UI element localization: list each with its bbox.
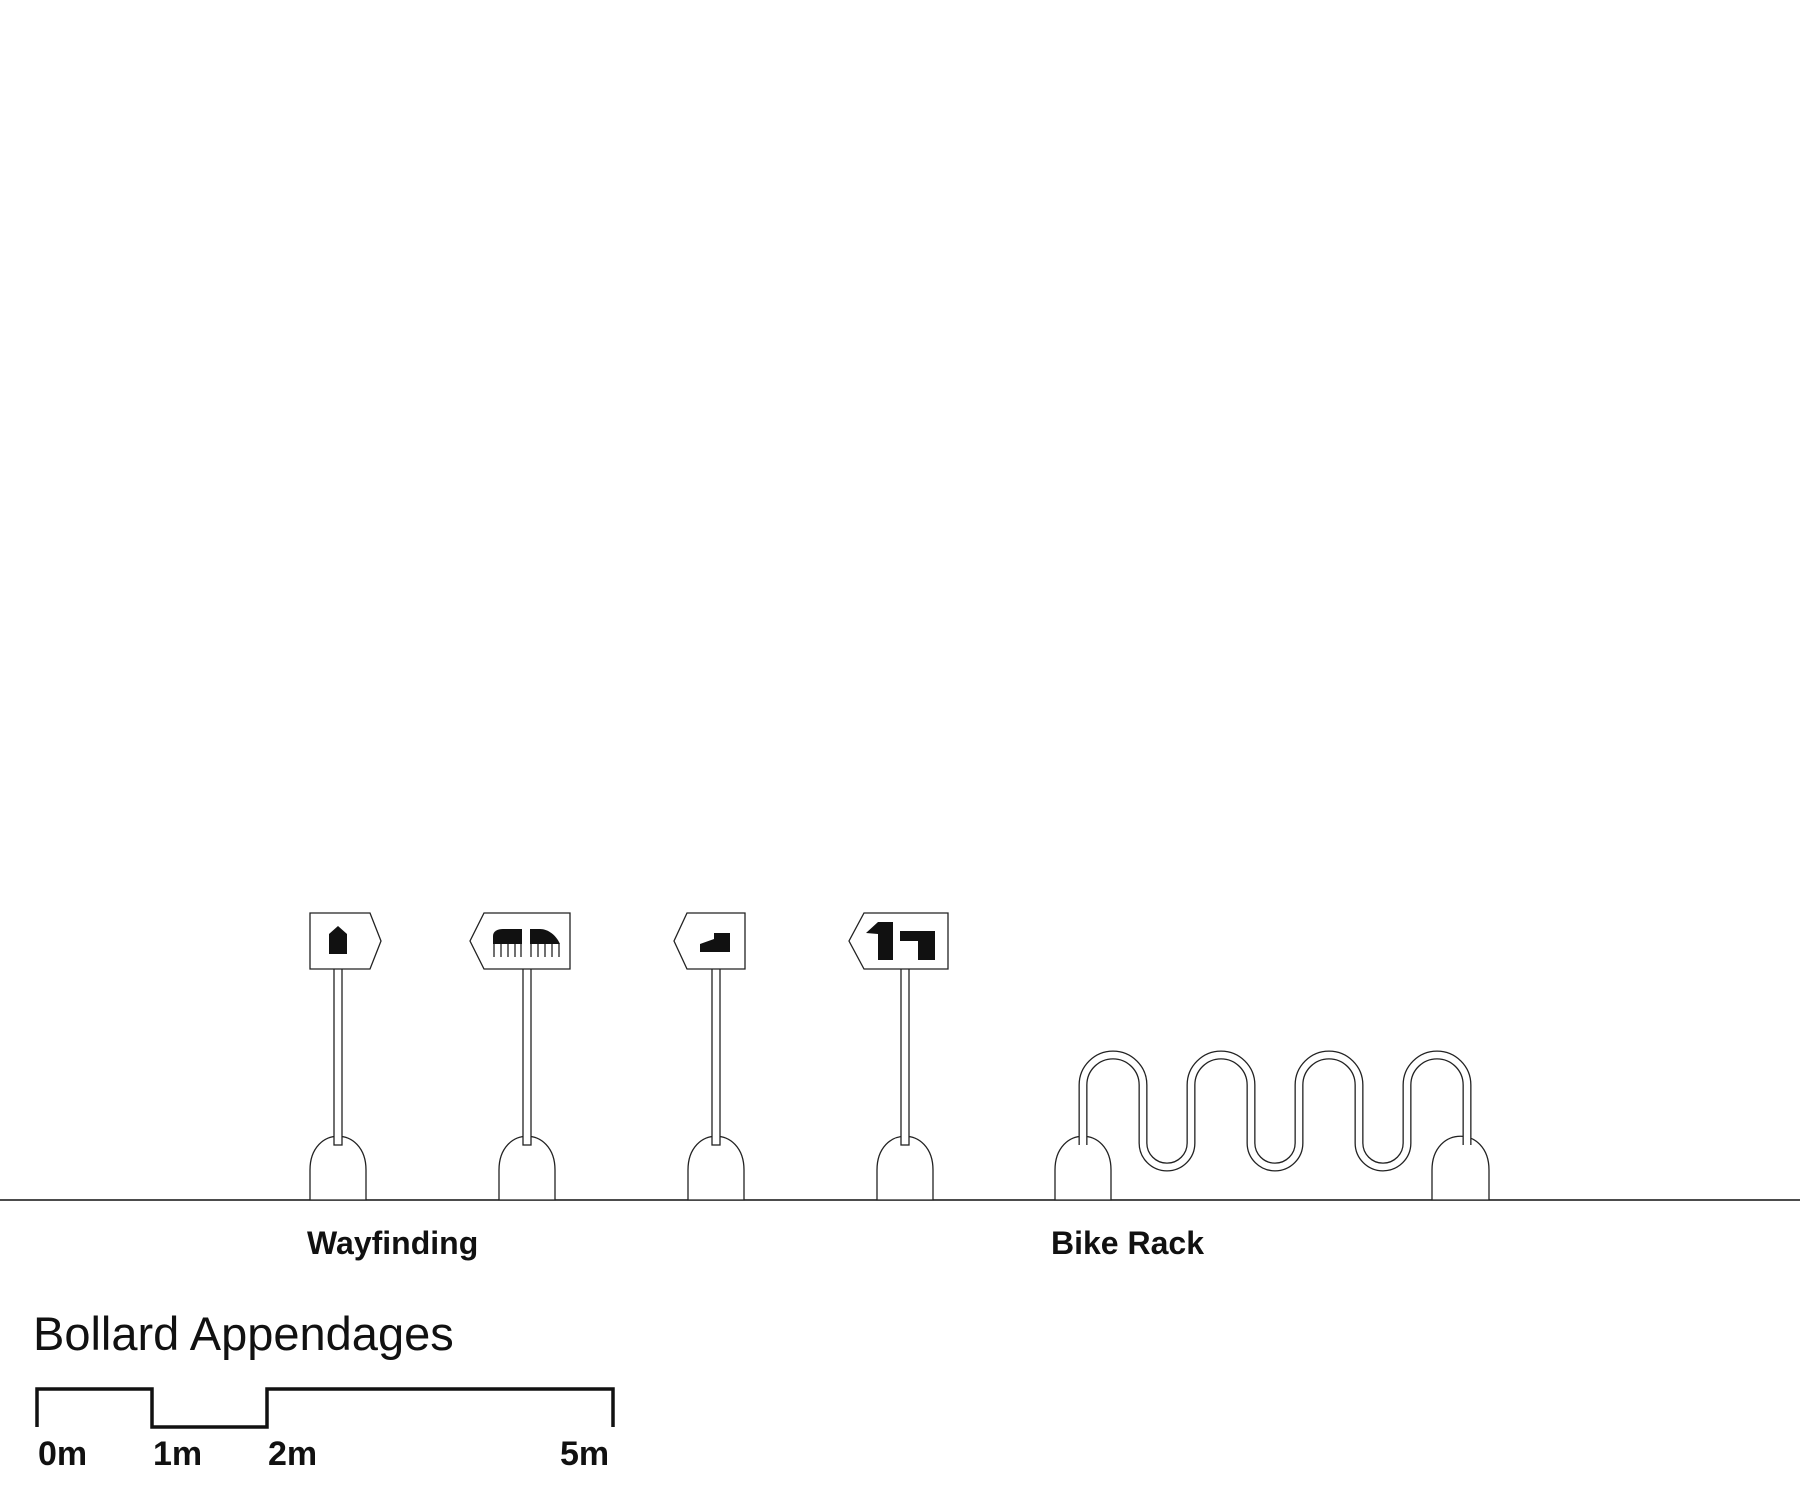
bollard-base <box>498 1135 556 1201</box>
wayfinding-sign-2 <box>469 912 571 1201</box>
sign-post <box>333 967 343 1146</box>
bike-rack-label: Bike Rack <box>1051 1225 1204 1261</box>
bollard-base <box>309 1135 367 1201</box>
wayfinding-label: Wayfinding <box>307 1225 478 1261</box>
step-building-icon <box>700 933 730 952</box>
sign-post <box>711 967 721 1146</box>
bike-rack-base-left <box>1054 1135 1112 1201</box>
scale-tick-label: 0m <box>38 1435 87 1473</box>
scale-tick-label: 5m <box>560 1435 609 1473</box>
wayfinding-sign-1 <box>309 912 382 1201</box>
concert-hall-icon <box>493 929 560 957</box>
bollard-base <box>876 1135 934 1201</box>
sign-post <box>900 967 910 1146</box>
scale-tick-label: 1m <box>153 1435 202 1473</box>
page-title: Bollard Appendages <box>33 1307 454 1360</box>
building-icon <box>329 926 347 954</box>
wayfinding-sign-4 <box>848 912 949 1201</box>
bike-rack-base-right <box>1431 1135 1490 1201</box>
bollard-base <box>687 1135 745 1201</box>
bike-rack <box>1054 1050 1490 1201</box>
sign-post <box>522 967 532 1146</box>
scale-bar <box>35 1387 615 1429</box>
scale-tick-label: 2m <box>268 1435 317 1473</box>
tower-buildings-icon <box>866 922 935 960</box>
wayfinding-sign-3 <box>673 912 746 1201</box>
